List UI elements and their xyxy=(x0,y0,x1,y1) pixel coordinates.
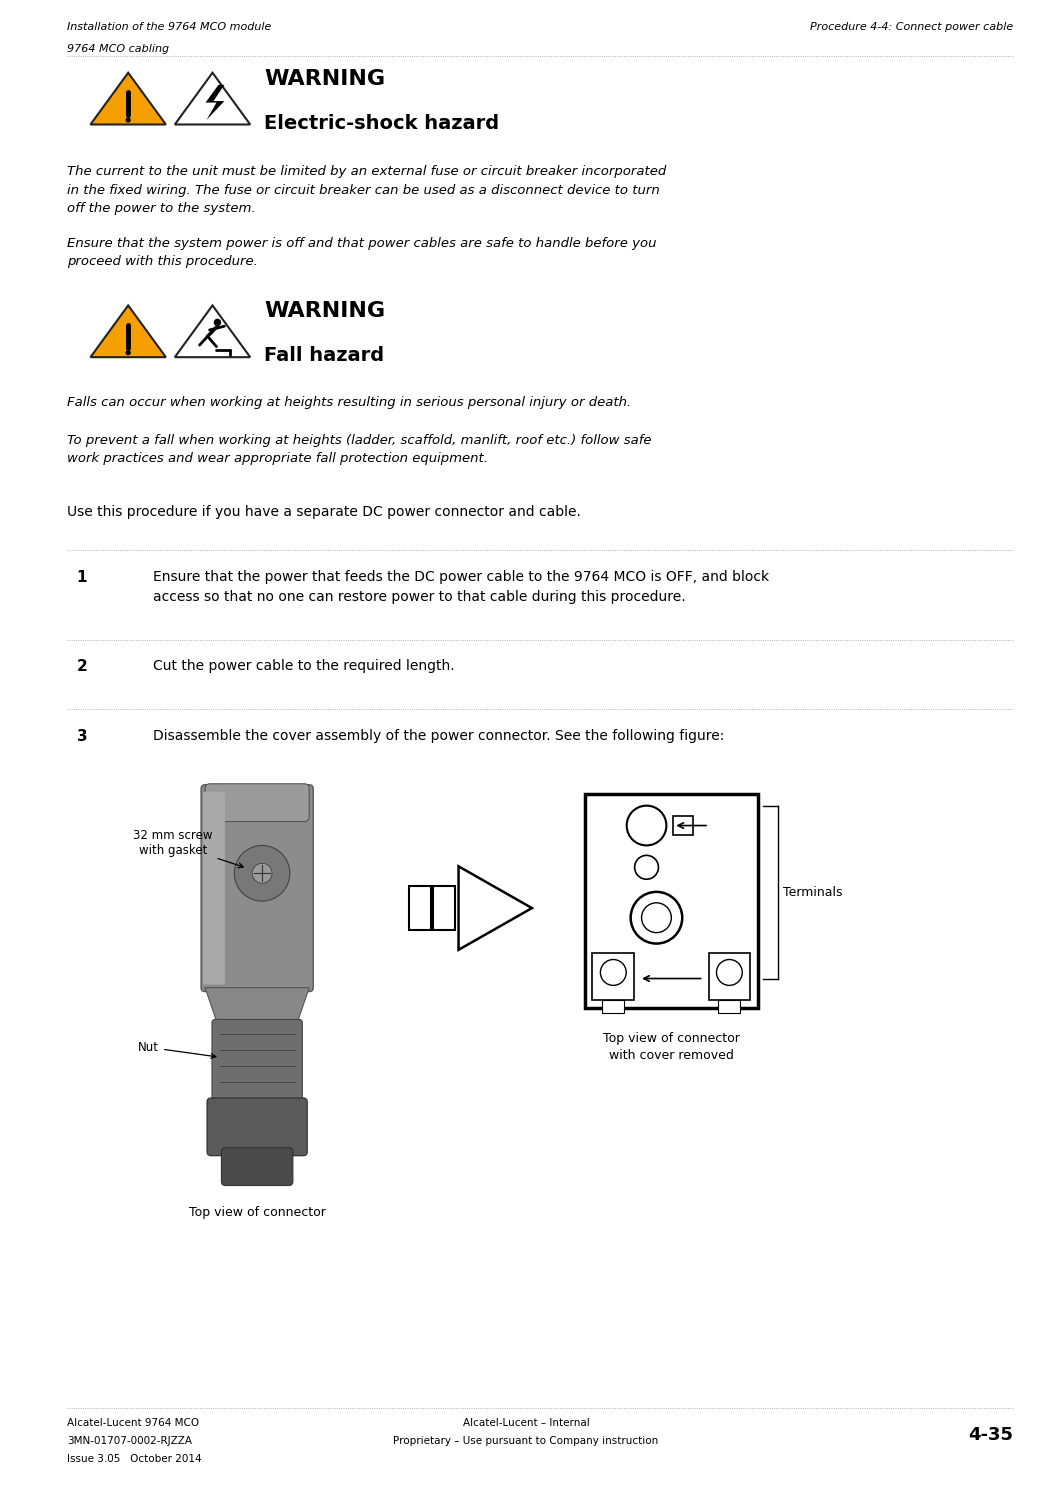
Bar xyxy=(585,794,758,1008)
Circle shape xyxy=(716,959,743,986)
Bar xyxy=(719,999,741,1014)
Text: 1: 1 xyxy=(77,570,87,584)
Circle shape xyxy=(642,903,671,932)
Circle shape xyxy=(634,855,659,879)
Polygon shape xyxy=(205,85,224,120)
Polygon shape xyxy=(175,73,250,125)
Text: Proprietary – Use pursuant to Company instruction: Proprietary – Use pursuant to Company in… xyxy=(393,1436,659,1445)
Polygon shape xyxy=(175,305,250,357)
Text: Terminals: Terminals xyxy=(783,886,843,898)
FancyBboxPatch shape xyxy=(207,1097,307,1155)
Bar xyxy=(409,886,430,929)
Text: Nut: Nut xyxy=(138,1041,216,1059)
Text: Falls can occur when working at heights resulting in serious personal injury or : Falls can occur when working at heights … xyxy=(66,396,631,409)
Text: 32 mm screw
with gasket: 32 mm screw with gasket xyxy=(133,830,243,868)
Bar xyxy=(592,953,634,999)
Text: 3: 3 xyxy=(77,729,87,744)
Bar xyxy=(709,953,750,999)
Text: Installation of the 9764 MCO module: Installation of the 9764 MCO module xyxy=(66,22,271,33)
Text: Issue 3.05   October 2014: Issue 3.05 October 2014 xyxy=(66,1454,201,1465)
Bar xyxy=(673,815,693,836)
Circle shape xyxy=(235,846,290,901)
FancyBboxPatch shape xyxy=(201,785,313,992)
Text: 3MN-01707-0002-RJZZA: 3MN-01707-0002-RJZZA xyxy=(66,1436,191,1445)
Polygon shape xyxy=(459,867,532,950)
Text: Procedure 4-4: Connect power cable: Procedure 4-4: Connect power cable xyxy=(810,22,1013,33)
Text: The current to the unit must be limited by an external fuse or circuit breaker i: The current to the unit must be limited … xyxy=(66,165,666,216)
Circle shape xyxy=(125,117,130,122)
Text: To prevent a fall when working at heights (ladder, scaffold, manlift, roof etc.): To prevent a fall when working at height… xyxy=(66,434,651,465)
FancyBboxPatch shape xyxy=(221,1148,292,1185)
Text: WARNING: WARNING xyxy=(264,68,385,89)
Text: Disassemble the cover assembly of the power connector. See the following figure:: Disassemble the cover assembly of the po… xyxy=(153,729,725,744)
Circle shape xyxy=(252,864,272,883)
Circle shape xyxy=(214,318,221,326)
Text: Alcatel-Lucent 9764 MCO: Alcatel-Lucent 9764 MCO xyxy=(66,1419,199,1428)
Circle shape xyxy=(125,349,130,355)
Circle shape xyxy=(630,892,683,944)
FancyBboxPatch shape xyxy=(205,784,309,821)
Circle shape xyxy=(627,806,666,846)
FancyBboxPatch shape xyxy=(203,791,225,984)
Text: 4-35: 4-35 xyxy=(968,1426,1013,1444)
Text: Top view of connector: Top view of connector xyxy=(188,1206,325,1219)
Text: Cut the power cable to the required length.: Cut the power cable to the required leng… xyxy=(153,659,454,674)
Text: Top view of connector
with cover removed: Top view of connector with cover removed xyxy=(603,1032,740,1062)
Text: Ensure that the power that feeds the DC power cable to the 9764 MCO is OFF, and : Ensure that the power that feeds the DC … xyxy=(153,570,769,604)
Text: Electric-shock hazard: Electric-shock hazard xyxy=(264,113,500,132)
Text: Ensure that the system power is off and that power cables are safe to handle bef: Ensure that the system power is off and … xyxy=(66,236,656,268)
Text: 2: 2 xyxy=(77,659,87,675)
Text: WARNING: WARNING xyxy=(264,302,385,321)
Polygon shape xyxy=(90,305,166,357)
Bar xyxy=(603,999,624,1014)
Polygon shape xyxy=(205,987,309,1023)
Bar xyxy=(432,886,454,929)
Circle shape xyxy=(601,959,626,986)
FancyBboxPatch shape xyxy=(213,1020,302,1105)
Polygon shape xyxy=(90,73,166,125)
Text: Fall hazard: Fall hazard xyxy=(264,346,384,366)
Text: Alcatel-Lucent – Internal: Alcatel-Lucent – Internal xyxy=(463,1419,589,1428)
Text: 9764 MCO cabling: 9764 MCO cabling xyxy=(66,45,168,54)
Text: Use this procedure if you have a separate DC power connector and cable.: Use this procedure if you have a separat… xyxy=(66,506,581,519)
